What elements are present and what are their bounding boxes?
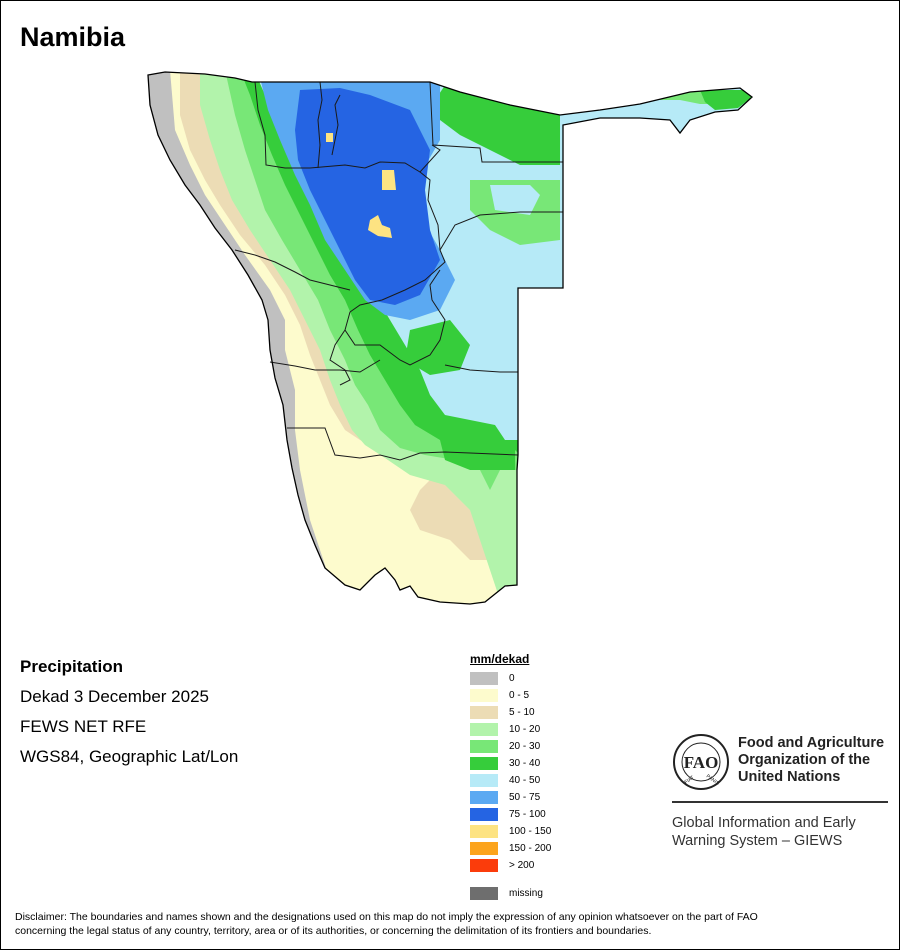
fao-motto-left: FIAT xyxy=(683,775,695,786)
legend-swatch xyxy=(470,858,498,872)
legend-label: 75 - 100 xyxy=(509,808,546,820)
legend-label: 20 - 30 xyxy=(509,740,541,752)
disclaimer-line2: concerning the legal status of any count… xyxy=(15,925,652,937)
legend-item: 5 - 10 xyxy=(470,705,535,719)
disclaimer: Disclaimer: The boundaries and names sho… xyxy=(15,910,885,938)
organization-name-line1: Food and Agriculture xyxy=(738,735,885,751)
legend-item: 0 - 5 xyxy=(470,688,529,702)
divider xyxy=(672,801,888,803)
legend-item: 0 xyxy=(470,671,515,685)
map-variable: Precipitation xyxy=(20,657,123,676)
legend-swatch xyxy=(470,705,498,719)
legend-label: 150 - 200 xyxy=(509,842,552,854)
legend-label: 40 - 50 xyxy=(509,774,541,786)
legend-swatch xyxy=(470,841,498,855)
legend-item: missing xyxy=(470,886,543,900)
legend-swatch xyxy=(470,886,498,900)
disclaimer-line1: Disclaimer: The boundaries and names sho… xyxy=(15,911,758,923)
legend-swatch xyxy=(470,773,498,787)
map-projection: WGS84, Geographic Lat/Lon xyxy=(20,747,239,766)
legend-swatch xyxy=(470,790,498,804)
organization-name: Food and Agriculture Organization of the… xyxy=(738,735,884,786)
legend-swatch xyxy=(470,688,498,702)
legend-swatch xyxy=(470,671,498,685)
legend-swatch xyxy=(470,824,498,838)
map-source: FEWS NET RFE xyxy=(20,717,147,736)
legend-label: 0 xyxy=(509,672,515,684)
system-name-line2: Warning System – GIEWS xyxy=(672,833,843,849)
organization-name-line3: United Nations xyxy=(738,769,841,785)
legend-item: 30 - 40 xyxy=(470,756,540,770)
legend-item: 20 - 30 xyxy=(470,739,540,753)
system-name: Global Information and Early Warning Sys… xyxy=(672,814,856,850)
system-name-line1: Global Information and Early xyxy=(672,815,856,831)
legend-swatch xyxy=(470,722,498,736)
legend-label: 30 - 40 xyxy=(509,757,541,769)
legend-swatch xyxy=(470,739,498,753)
legend-item: 100 - 150 xyxy=(470,824,551,838)
map-title: Namibia xyxy=(20,22,126,52)
legend-label: 10 - 20 xyxy=(509,723,541,735)
country-border xyxy=(147,71,754,605)
precipitation-map xyxy=(147,71,754,605)
legend-title: mm/dekad xyxy=(470,652,530,666)
legend-item: 150 - 200 xyxy=(470,841,551,855)
legend-label: missing xyxy=(509,887,543,899)
rainfall-fill xyxy=(148,72,752,604)
legend-label: 0 - 5 xyxy=(509,689,530,701)
legend-label: > 200 xyxy=(509,859,535,871)
fao-logo-text: FAO xyxy=(684,753,719,772)
legend-item: 75 - 100 xyxy=(470,807,546,821)
admin-boundaries xyxy=(234,81,563,461)
legend-swatch xyxy=(470,807,498,821)
legend-item: 40 - 50 xyxy=(470,773,540,787)
fao-logo-icon: FAO FIAT PANIS xyxy=(673,734,729,790)
legend-item: 10 - 20 xyxy=(470,722,540,736)
legend-label: 100 - 150 xyxy=(509,825,552,837)
legend-swatch xyxy=(470,756,498,770)
organization-name-line2: Organization of the xyxy=(738,752,871,768)
legend-item: > 200 xyxy=(470,858,534,872)
legend-label: 50 - 75 xyxy=(509,791,541,803)
legend-label: 5 - 10 xyxy=(509,706,535,718)
map-period: Dekad 3 December 2025 xyxy=(20,687,210,706)
legend-item: 50 - 75 xyxy=(470,790,540,804)
